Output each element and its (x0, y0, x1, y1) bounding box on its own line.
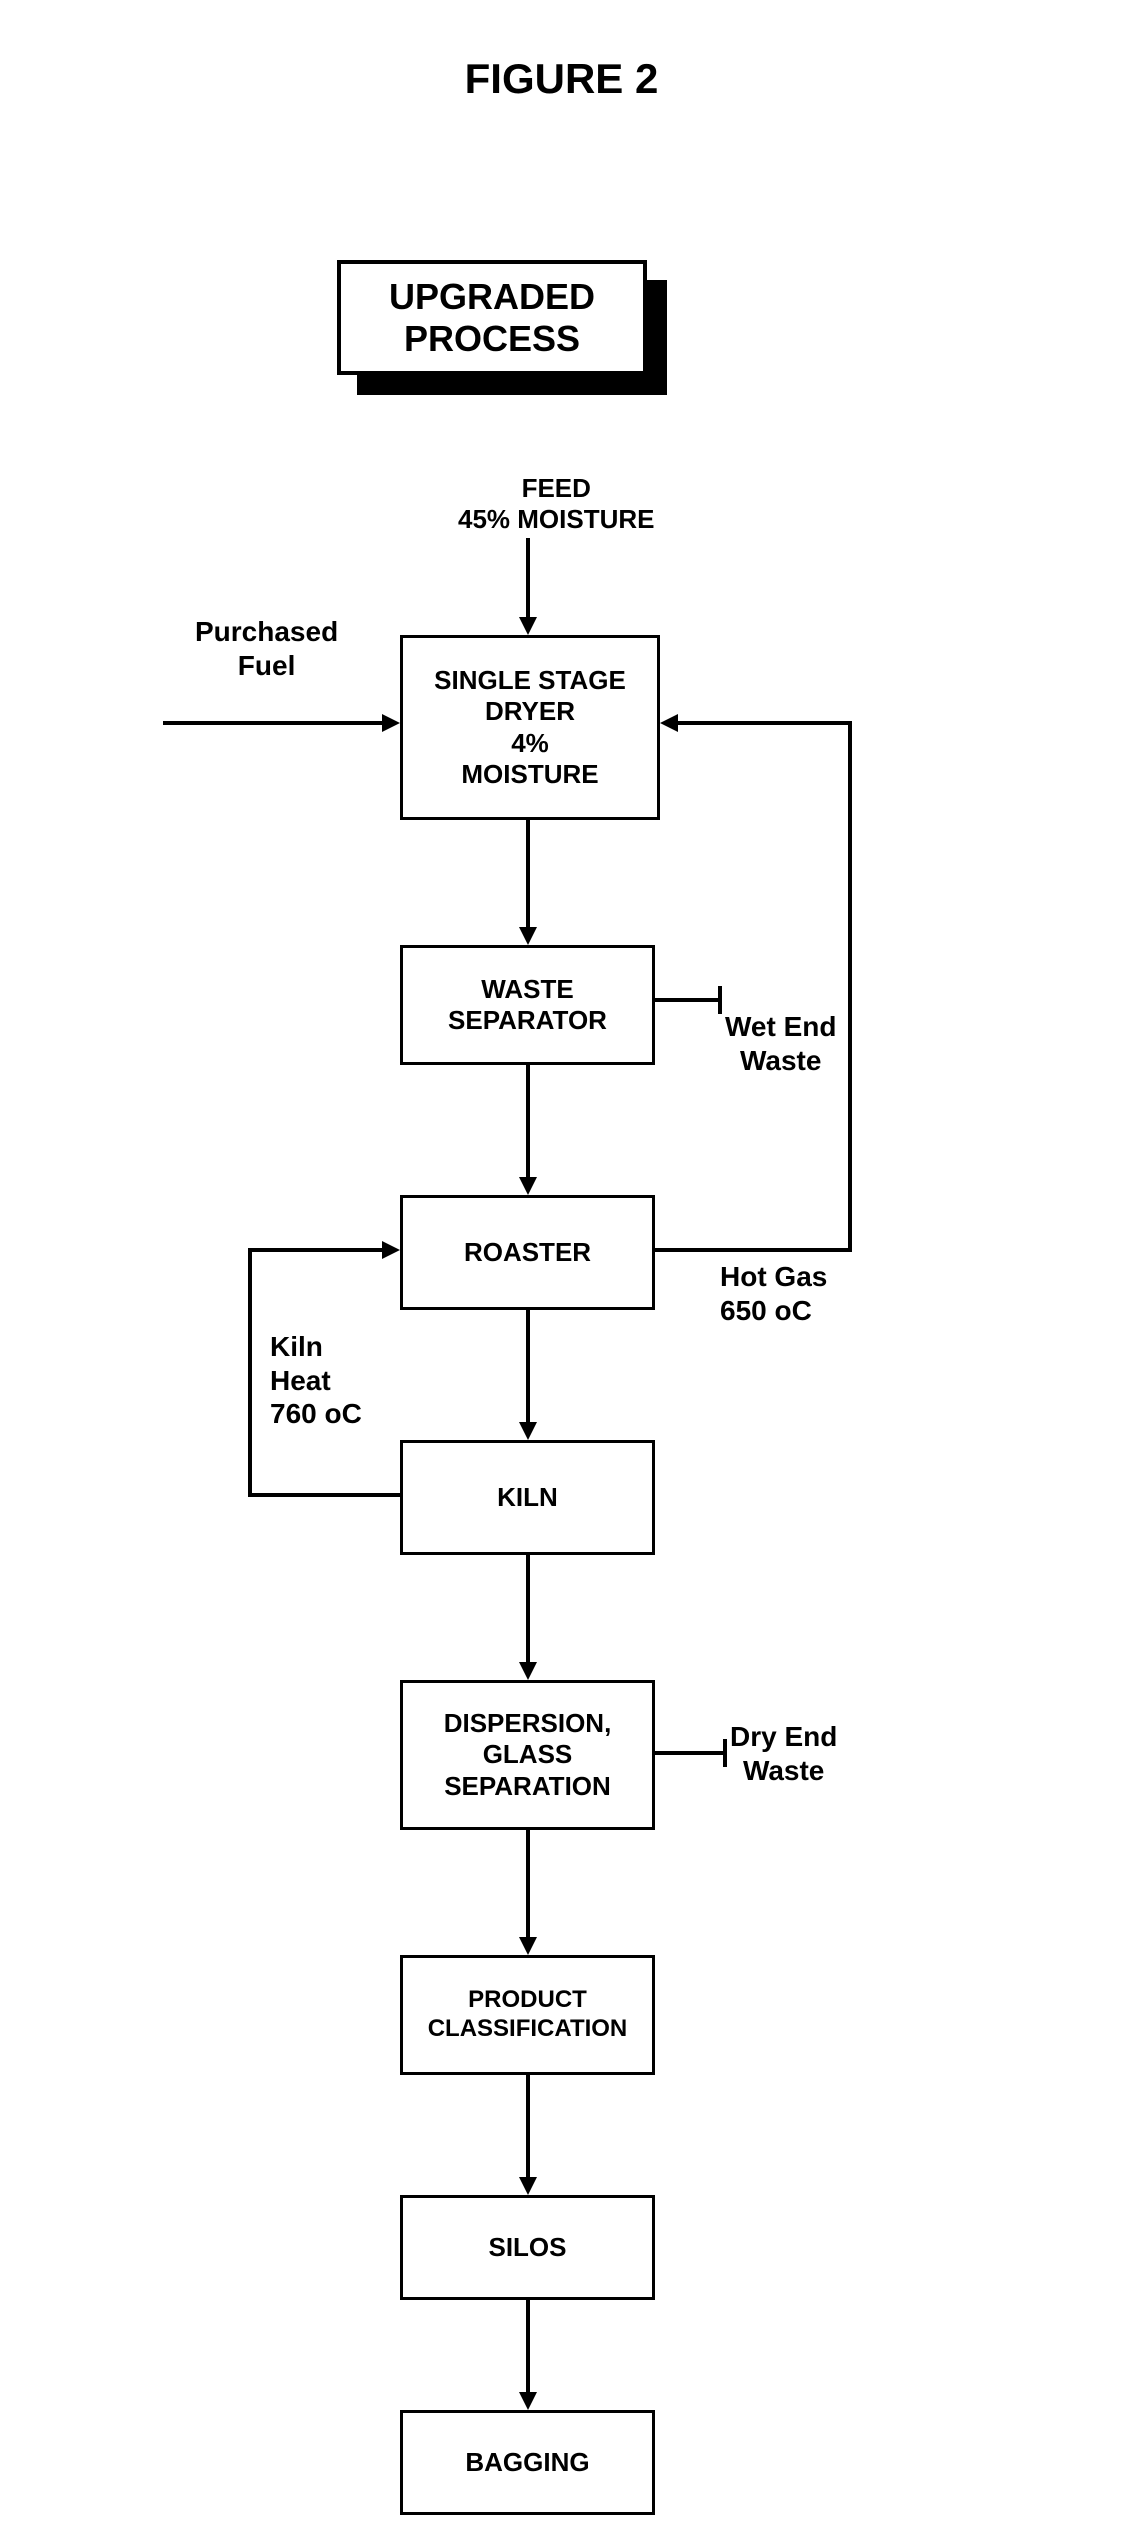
process-title-box: UPGRADED PROCESS (337, 260, 647, 375)
label-wetwaste: Wet End Waste (725, 1010, 836, 1077)
node-bagging: BAGGING (400, 2410, 655, 2515)
node-silos: SILOS (400, 2195, 655, 2300)
node-roaster: ROASTER (400, 1195, 655, 1310)
label-feed: FEED 45% MOISTURE (458, 473, 655, 535)
label-kilnheat: Kiln Heat 760 oC (270, 1330, 362, 1431)
node-kiln: KILN (400, 1440, 655, 1555)
process-title-text: UPGRADED PROCESS (389, 276, 595, 359)
node-dispersion: DISPERSION, GLASS SEPARATION (400, 1680, 655, 1830)
label-purchfuel: Purchased Fuel (195, 615, 338, 682)
node-dryer: SINGLE STAGE DRYER 4% MOISTURE (400, 635, 660, 820)
label-drywaste: Dry End Waste (730, 1720, 837, 1787)
node-classif: PRODUCT CLASSIFICATION (400, 1955, 655, 2075)
figure-title: FIGURE 2 (0, 55, 1123, 103)
node-separator: WASTE SEPARATOR (400, 945, 655, 1065)
label-hotgas: Hot Gas 650 oC (720, 1260, 827, 1327)
diagram-canvas: FIGURE 2 UPGRADED PROCESS SINGLE STAGE D… (0, 0, 1123, 2534)
